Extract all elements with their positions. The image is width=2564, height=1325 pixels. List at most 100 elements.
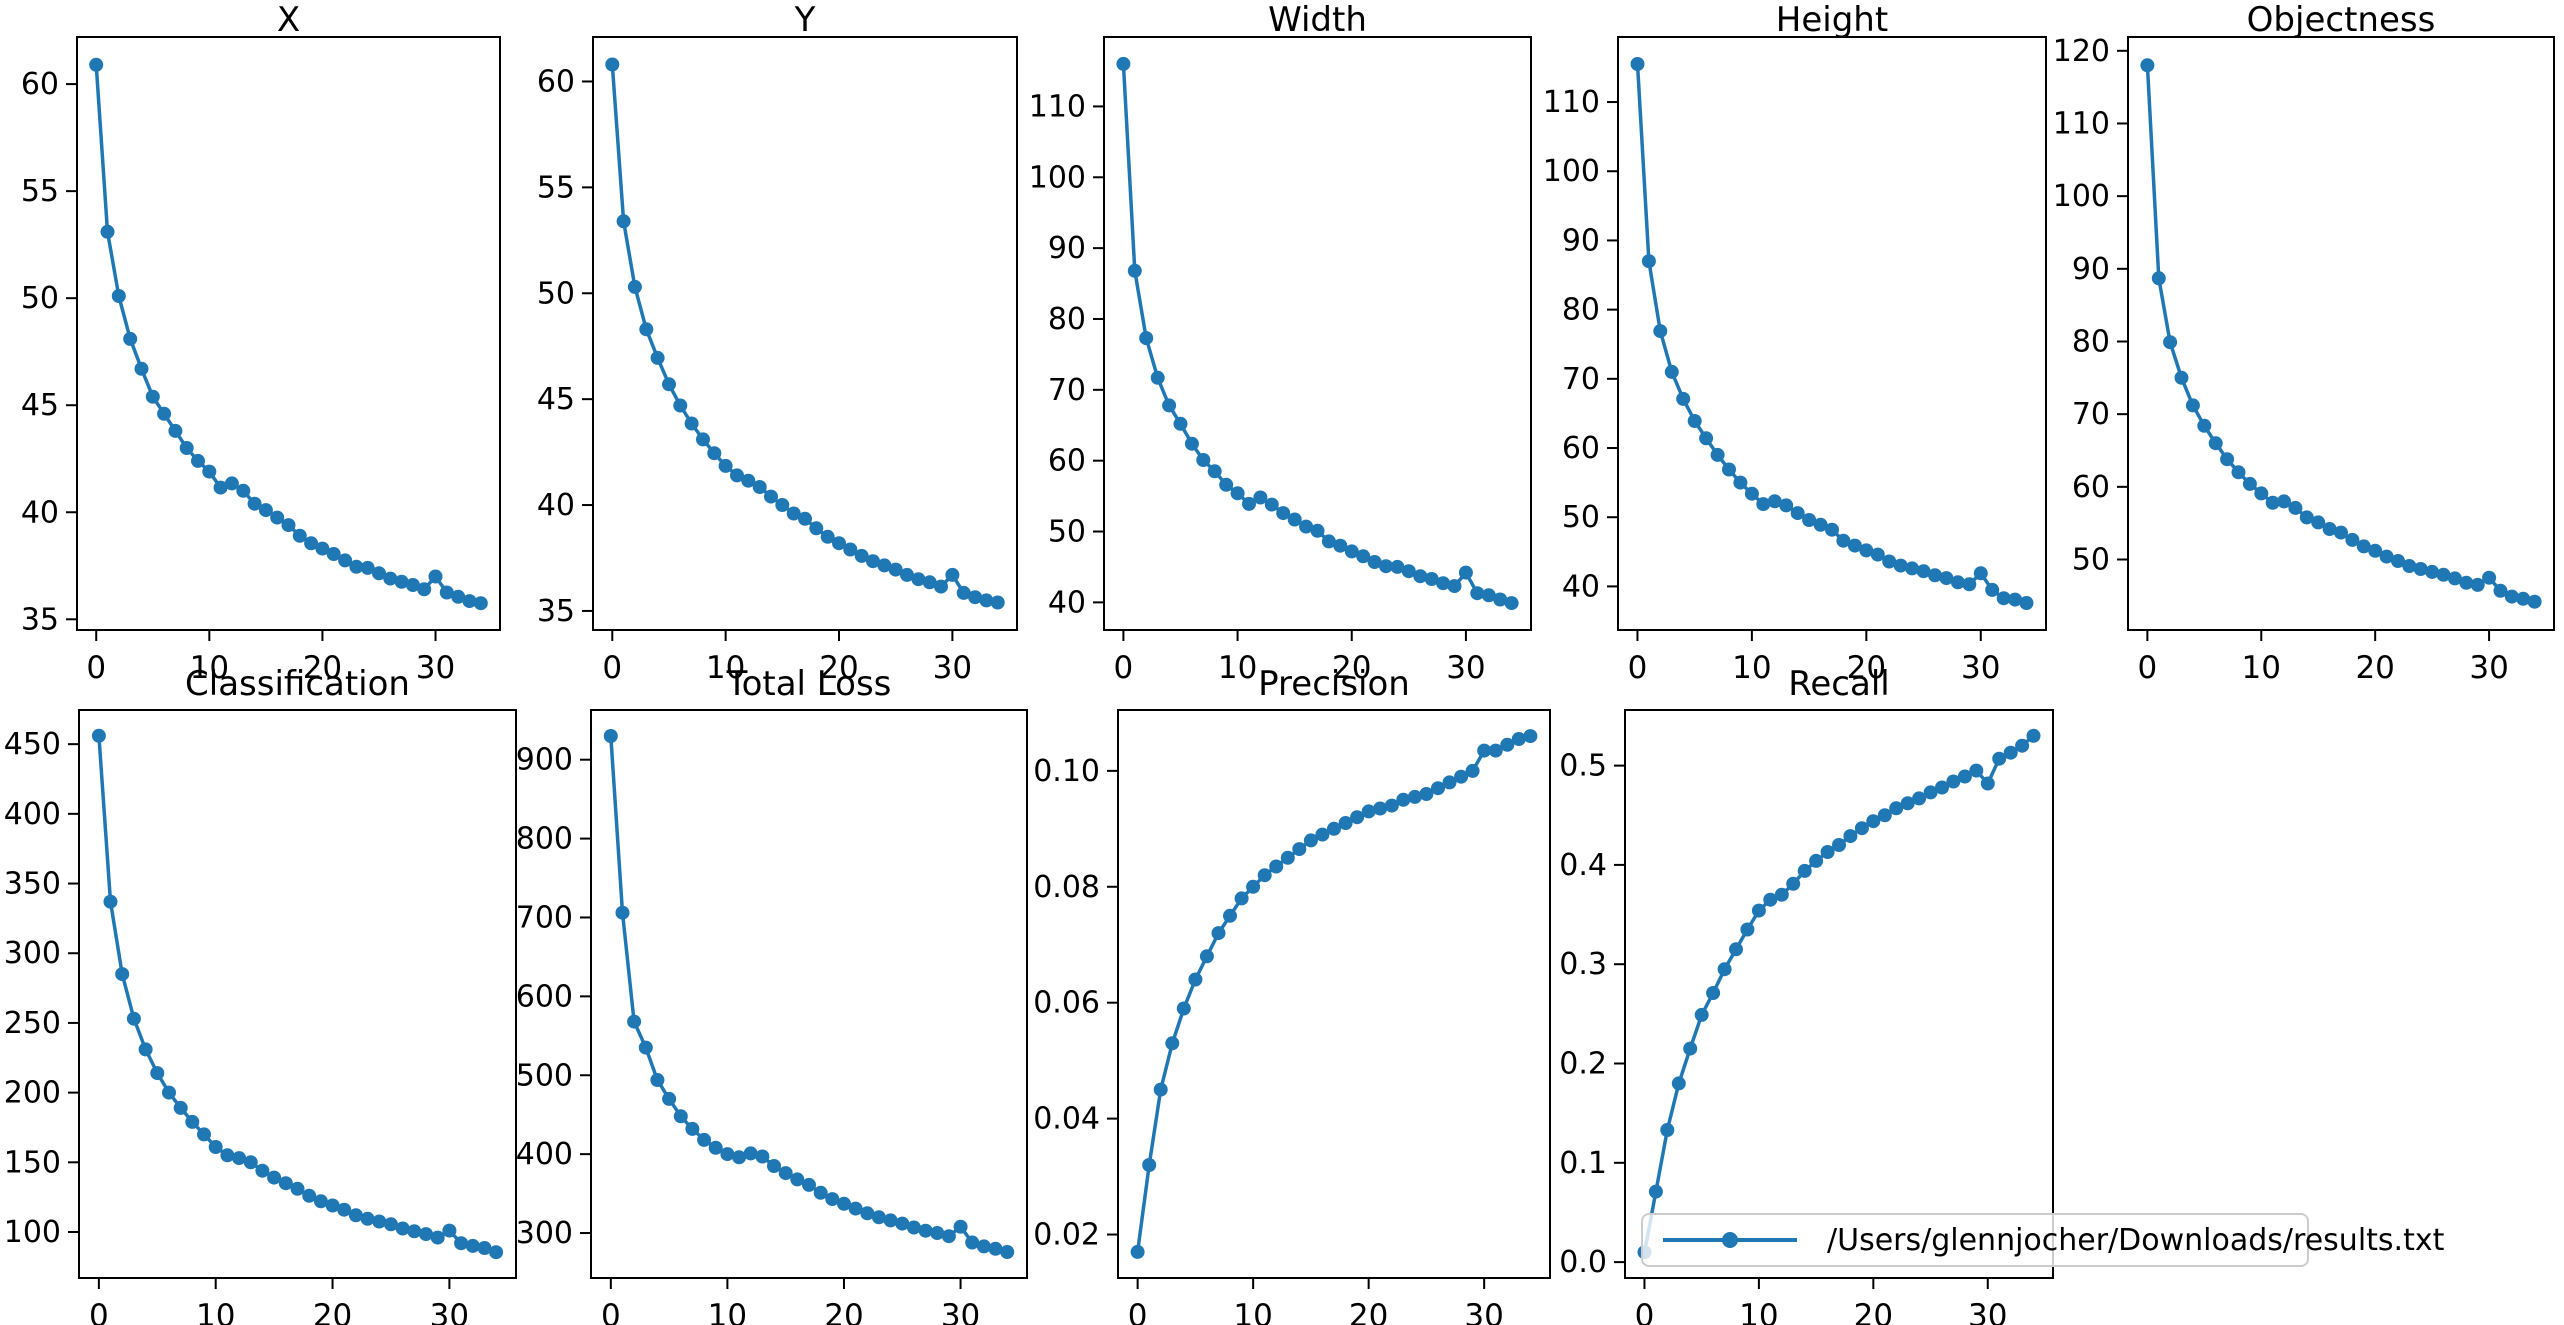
- data-point-marker: [2231, 465, 2246, 480]
- data-point-marker: [1196, 453, 1211, 467]
- data-point-marker: [2008, 592, 2023, 607]
- y-tick-label: 60: [21, 67, 59, 102]
- data-point-marker: [126, 1011, 141, 1026]
- axes-frame: [1103, 36, 1532, 631]
- data-point-marker: [1523, 729, 1538, 744]
- data-point-marker: [1257, 868, 1272, 883]
- data-point-marker: [267, 1170, 282, 1185]
- data-point-marker: [775, 498, 790, 512]
- data-point-marker: [1199, 949, 1214, 964]
- data-point-marker: [1361, 804, 1376, 819]
- data-point-marker: [2140, 58, 2155, 73]
- series-total-loss: [603, 729, 1015, 1259]
- data-point-marker: [302, 1188, 317, 1203]
- data-point-marker: [1211, 926, 1226, 941]
- data-point-marker: [2447, 571, 2462, 586]
- data-point-marker: [1264, 497, 1279, 512]
- series-height: [1630, 57, 2034, 610]
- data-point-marker: [1694, 1007, 1709, 1022]
- data-point-marker: [372, 1214, 387, 1229]
- y-tick-label: 900: [516, 743, 573, 778]
- x-tick-label: 30: [1464, 1298, 1503, 1325]
- y-tick-label: 300: [516, 1216, 573, 1251]
- x-tick-label: 10: [1233, 1298, 1272, 1325]
- data-point-marker: [616, 214, 631, 229]
- y-tick-label: 110: [2053, 106, 2110, 141]
- subplot-title-x: X: [276, 0, 301, 40]
- data-point-marker: [2015, 738, 2030, 753]
- y-axis: 40 50 60 70 80 90 100 110: [1543, 85, 1618, 604]
- data-point-marker: [1740, 922, 1755, 937]
- data-point-marker: [338, 553, 353, 568]
- data-point-marker: [877, 558, 892, 573]
- data-point-marker: [1763, 892, 1778, 907]
- data-point-marker: [790, 1172, 805, 1187]
- data-point-marker: [2334, 525, 2348, 540]
- y-axis: 300 400 500 600 700 800 900: [516, 743, 591, 1251]
- data-point-marker: [2299, 510, 2314, 525]
- data-point-marker: [1950, 575, 1965, 590]
- data-point-marker: [360, 1211, 375, 1226]
- data-point-marker: [1648, 1184, 1663, 1199]
- data-point-marker: [697, 1132, 712, 1147]
- data-point-marker: [1390, 559, 1405, 574]
- y-axis: 100 150 200 250 300 350 400 450: [4, 727, 79, 1250]
- data-point-marker: [1184, 436, 1199, 451]
- data-point-marker: [767, 1159, 781, 1173]
- data-point-marker: [1447, 579, 1462, 594]
- data-point-marker: [1276, 506, 1291, 521]
- data-point-marker: [2185, 398, 2200, 413]
- data-point-marker: [337, 1202, 352, 1217]
- legend-box: /Users/glennjocher/Downloads/results.txt: [1641, 1213, 2444, 1267]
- data-point-marker: [730, 468, 744, 483]
- data-point-marker: [1866, 814, 1881, 829]
- data-point-marker: [1820, 845, 1835, 859]
- x-tick-label: 30: [2469, 650, 2508, 686]
- data-point-marker: [2163, 335, 2178, 350]
- data-point-marker: [1676, 391, 1691, 406]
- data-point-marker: [1809, 853, 1824, 868]
- data-point-marker: [2459, 575, 2474, 590]
- data-point-marker: [258, 503, 273, 518]
- data-point-marker: [202, 464, 217, 479]
- data-point-marker: [348, 1208, 363, 1223]
- data-point-marker: [1797, 863, 1812, 878]
- data-point-marker: [1946, 774, 1961, 789]
- data-point-marker: [956, 585, 971, 600]
- data-point-marker: [91, 728, 106, 743]
- data-point-marker: [871, 1210, 886, 1225]
- data-point-marker: [1729, 942, 1743, 957]
- data-point-marker: [372, 566, 386, 581]
- data-point-marker: [290, 1181, 305, 1196]
- y-axis: 40 50 60 70 80 90 100 110: [1029, 89, 1104, 620]
- y-tick-label: 0.1: [1559, 1146, 1607, 1181]
- data-point-marker: [1660, 1123, 1675, 1137]
- y-axis: 50 60 70 80 90 100 110 120: [2053, 34, 2128, 578]
- data-point-marker: [197, 1127, 211, 1142]
- y-tick-label: 50: [2072, 543, 2110, 578]
- data-point-marker: [1139, 331, 1154, 346]
- data-point-marker: [1207, 464, 1222, 479]
- axes-frame: [592, 36, 1018, 631]
- data-point-marker: [1327, 821, 1341, 836]
- data-point-marker: [179, 441, 194, 455]
- x-tick-label: 0: [1635, 1298, 1655, 1325]
- data-point-marker: [1843, 829, 1858, 844]
- x-tick-label: 0: [602, 650, 622, 686]
- x-tick-label: 20: [2355, 650, 2394, 686]
- data-point-marker: [115, 967, 130, 982]
- x-tick-label: 0: [89, 1298, 109, 1325]
- data-point-marker: [162, 1085, 176, 1100]
- legend-line-marker-icon: [1663, 1232, 1797, 1248]
- data-point-marker: [866, 554, 880, 569]
- x-tick-label: 0: [1114, 650, 1134, 686]
- x-tick-label: 30: [1961, 650, 2000, 686]
- data-point-marker: [1996, 591, 2011, 606]
- y-tick-label: 45: [21, 388, 59, 423]
- y-tick-label: 40: [1562, 569, 1600, 604]
- data-point-marker: [1664, 364, 1679, 379]
- data-point-marker: [1116, 56, 1131, 71]
- data-point-marker: [477, 1241, 492, 1255]
- data-point-marker: [2254, 486, 2269, 501]
- axes-frame: [1624, 709, 2054, 1279]
